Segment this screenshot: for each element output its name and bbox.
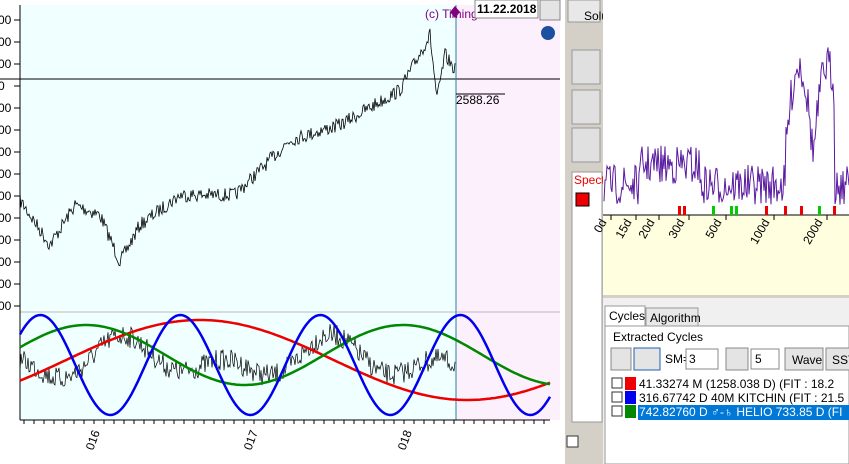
y-tick-label: 00 <box>0 167 12 181</box>
sst-label: SST <box>832 353 849 367</box>
y-tick-label: 00 <box>0 299 12 313</box>
x-tick-label: 016 <box>83 428 103 452</box>
button[interactable] <box>725 347 749 371</box>
cycle-wave <box>19 323 551 387</box>
cycle-row: 742.82760 D ♂-♄ HELIO 733.85 D (FI <box>639 405 842 419</box>
spectrum-line <box>603 47 849 205</box>
cycle-marker <box>678 206 681 215</box>
x-tick-label: 018 <box>395 428 415 452</box>
count-input[interactable] <box>750 348 780 370</box>
wave-label: Wave <box>792 353 823 367</box>
row-selection <box>638 405 849 420</box>
watermark: (c) Timing <box>425 7 478 21</box>
sm-input[interactable] <box>685 348 719 370</box>
cycle-marker <box>730 206 733 215</box>
date: 11.22.2018 <box>477 2 537 16</box>
cycle-marker <box>800 206 803 215</box>
plot-lines <box>18 28 552 417</box>
checkbox[interactable] <box>566 435 579 448</box>
spectrum-tick-label: 0d <box>591 217 610 236</box>
group-label: Extracted Cycles <box>613 330 703 344</box>
cycle-marker <box>833 206 836 215</box>
cycle-marker <box>712 206 715 215</box>
y-tick-label: 00 <box>0 35 12 49</box>
cycle-wave <box>18 313 552 417</box>
solution-button[interactable] <box>567 0 601 23</box>
cycle-rows: 41.33274 M (1258.038 D) (FIT : 18.2316.6… <box>611 377 845 419</box>
date-box[interactable] <box>474 0 539 19</box>
cycle-marker <box>735 206 738 215</box>
cursor-value: 2588.26 <box>456 93 500 107</box>
y-tick-label: 00 <box>0 255 12 269</box>
tab-label: Algorithm <box>650 311 701 325</box>
spectrum-axis-bg <box>603 215 849 295</box>
solution-label: Solu <box>584 9 608 23</box>
row-color <box>625 377 636 390</box>
sm-label: SM= <box>665 352 690 366</box>
tool-button[interactable] <box>571 89 601 125</box>
wave-button[interactable] <box>784 347 824 371</box>
spectrum-label: Spectr <box>574 173 609 187</box>
button[interactable] <box>633 347 661 371</box>
oscillator <box>19 324 456 387</box>
y-tick-label: 00 <box>0 101 12 115</box>
count-value: 5 <box>755 352 762 366</box>
color-swatch[interactable] <box>575 192 590 207</box>
date-spinner[interactable] <box>539 0 561 21</box>
y-tick-label: 00 <box>0 189 12 203</box>
y-tick-label: 00 <box>0 277 12 291</box>
cycle-row: 316.67742 D 40M KITCHIN (FIT : 21.5 <box>639 391 845 405</box>
future-zone <box>456 5 560 420</box>
y-tick-label: 00 <box>0 123 12 137</box>
y-tick-label: 0 <box>0 79 5 93</box>
tool-button[interactable] <box>571 127 601 163</box>
button[interactable] <box>610 347 632 371</box>
cycle-marker <box>683 206 686 215</box>
sm-value: 3 <box>689 352 696 366</box>
row-color <box>625 405 636 418</box>
tab-label: Cycles <box>609 309 645 323</box>
y-tick-label: 00 <box>0 145 12 159</box>
sst-button[interactable] <box>825 347 849 371</box>
row-color <box>625 391 636 404</box>
y-tick-label: 00 <box>0 211 12 225</box>
row-checkbox <box>611 405 623 417</box>
row-checkbox <box>611 377 623 389</box>
cycle-marker <box>765 206 768 215</box>
globe-icon[interactable] <box>541 26 555 40</box>
spectrum-legend <box>571 171 603 423</box>
tool-button[interactable] <box>571 49 601 85</box>
cycle-row: 41.33274 M (1258.038 D) (FIT : 18.2 <box>639 377 835 391</box>
y-tick-label: 00 <box>0 13 12 27</box>
cycle-marker <box>818 206 821 215</box>
cycle-wave <box>19 318 551 402</box>
x-tick-label: 017 <box>241 428 261 452</box>
y-tick-label: 00 <box>0 233 12 247</box>
cursor-marker <box>450 6 460 18</box>
y-tick-label: 00 <box>0 57 12 71</box>
spectrum-bg <box>603 0 849 215</box>
price-line <box>19 28 456 267</box>
cycle-marker <box>784 206 787 215</box>
row-checkbox <box>611 391 623 403</box>
